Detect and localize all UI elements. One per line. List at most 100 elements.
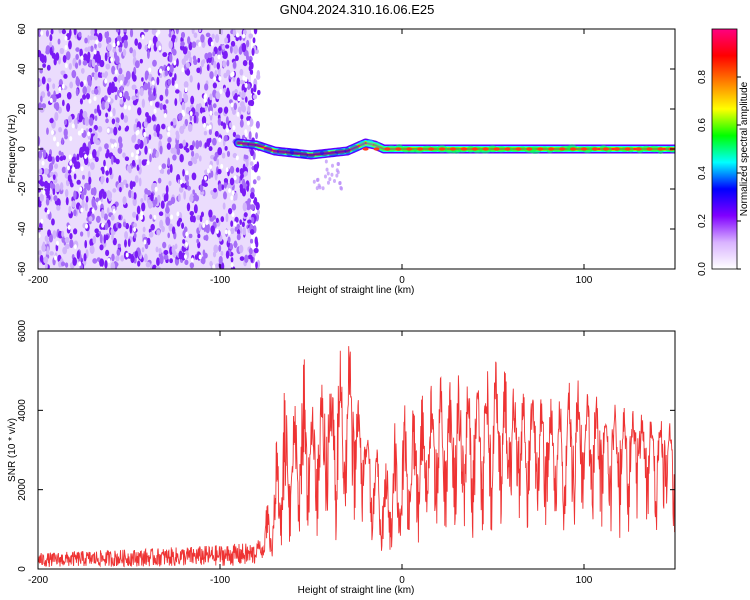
noise-speckle bbox=[138, 177, 142, 187]
ridge-tail bbox=[312, 179, 316, 184]
colorbar-label: Normalized spectral amplitude bbox=[739, 81, 750, 216]
noise-speckle bbox=[86, 75, 92, 84]
ridge-blob bbox=[334, 148, 347, 155]
noise-speckle bbox=[235, 55, 239, 62]
noise-gap bbox=[125, 252, 129, 258]
noise-speckle bbox=[189, 210, 195, 216]
noise-speckle bbox=[154, 197, 158, 205]
noise-speckle bbox=[169, 64, 174, 73]
noise-speckle bbox=[166, 168, 171, 175]
noise-speckle bbox=[104, 260, 108, 269]
ridge-peak bbox=[417, 147, 424, 151]
noise-speckle bbox=[43, 180, 49, 189]
noise-gap bbox=[189, 111, 193, 117]
noise-speckle bbox=[87, 34, 90, 44]
noise-gap bbox=[149, 100, 153, 106]
noise-gap bbox=[101, 222, 105, 228]
noise-speckle bbox=[213, 244, 219, 254]
noise-speckle bbox=[166, 212, 171, 218]
noise-speckle bbox=[212, 103, 217, 109]
noise-speckle bbox=[147, 81, 151, 90]
noise-gap bbox=[215, 228, 219, 234]
noise-gap bbox=[143, 131, 147, 137]
noise-gap bbox=[209, 164, 213, 170]
y-tick-label: 0 bbox=[17, 566, 28, 572]
noise-speckle bbox=[42, 149, 47, 158]
noise-speckle bbox=[103, 72, 108, 78]
noise-speckle bbox=[141, 202, 146, 212]
ridge-peak bbox=[406, 147, 413, 151]
ridge-blob bbox=[648, 145, 660, 153]
noise-speckle bbox=[163, 254, 169, 261]
noise-speckle bbox=[38, 250, 42, 256]
noise-speckle bbox=[183, 190, 186, 200]
noise-speckle bbox=[119, 98, 124, 105]
noise-speckle bbox=[143, 121, 148, 128]
y-tick-label: 20 bbox=[17, 103, 28, 115]
noise-speckle bbox=[243, 171, 248, 177]
noise-speckle bbox=[181, 58, 186, 66]
noise-gap bbox=[55, 240, 59, 246]
noise-speckle bbox=[61, 230, 65, 238]
noise-gap bbox=[235, 32, 239, 38]
noise-speckle bbox=[210, 170, 214, 178]
noise-speckle bbox=[57, 38, 61, 45]
noise-gap bbox=[80, 166, 84, 172]
noise-speckle bbox=[256, 209, 260, 215]
noise-speckle bbox=[94, 156, 99, 163]
noise-speckle bbox=[103, 159, 106, 167]
noise-speckle bbox=[128, 189, 132, 199]
noise-speckle bbox=[220, 216, 225, 223]
noise-speckle bbox=[104, 234, 109, 241]
noise-speckle bbox=[232, 131, 237, 138]
noise-speckle bbox=[43, 168, 49, 175]
noise-speckle bbox=[224, 145, 228, 151]
noise-speckle bbox=[125, 125, 130, 131]
noise-speckle bbox=[197, 233, 201, 239]
noise-speckle bbox=[117, 243, 121, 248]
noise-gap bbox=[40, 218, 44, 224]
noise-speckle bbox=[181, 247, 187, 252]
noise-speckle bbox=[150, 95, 156, 101]
noise-gap bbox=[112, 42, 116, 48]
noise-speckle bbox=[180, 41, 185, 47]
noise-speckle bbox=[129, 29, 134, 38]
noise-speckle bbox=[95, 232, 100, 238]
noise-speckle bbox=[251, 47, 255, 56]
noise-speckle bbox=[253, 196, 258, 206]
noise-speckle bbox=[256, 175, 261, 181]
noise-speckle bbox=[125, 183, 129, 188]
noise-speckle bbox=[209, 93, 213, 101]
noise-speckle bbox=[122, 221, 127, 228]
noise-gap bbox=[69, 136, 73, 142]
noise-gap bbox=[136, 149, 140, 155]
noise-speckle bbox=[82, 174, 85, 180]
noise-speckle bbox=[219, 29, 224, 36]
noise-gap bbox=[210, 41, 214, 47]
noise-speckle bbox=[75, 88, 79, 97]
noise-speckle bbox=[157, 177, 162, 184]
ridge-blob bbox=[487, 145, 498, 153]
noise-speckle bbox=[68, 205, 72, 214]
noise-speckle bbox=[131, 84, 136, 90]
noise-speckle bbox=[242, 29, 247, 35]
noise-speckle bbox=[38, 136, 41, 146]
noise-speckle bbox=[75, 47, 80, 52]
noise-speckle bbox=[165, 185, 169, 194]
ridge-peak bbox=[504, 147, 511, 151]
noise-speckle bbox=[146, 115, 152, 124]
noise-speckle bbox=[204, 105, 208, 112]
noise-speckle bbox=[214, 111, 218, 116]
noise-speckle bbox=[189, 75, 193, 83]
noise-speckle bbox=[88, 127, 93, 133]
noise-gap bbox=[109, 111, 113, 117]
noise-speckle bbox=[160, 200, 165, 209]
ridge-peak bbox=[602, 147, 609, 151]
noise-speckle bbox=[51, 218, 55, 226]
noise-speckle bbox=[73, 173, 77, 180]
x-tick-label: -100 bbox=[210, 275, 230, 286]
noise-speckle bbox=[47, 77, 52, 83]
colorbar-ticks: 0.0 0.2 0.4 0.6 0.8 bbox=[697, 70, 741, 276]
noise-speckle bbox=[73, 228, 78, 235]
noise-speckle bbox=[188, 233, 193, 239]
